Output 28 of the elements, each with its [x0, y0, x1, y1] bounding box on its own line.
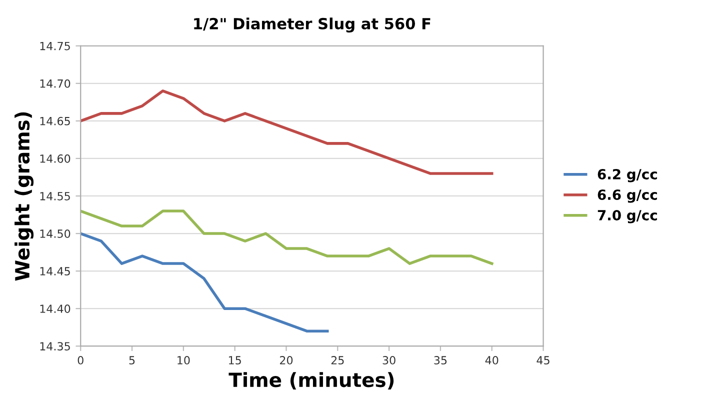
x-tick-label: 20: [280, 356, 293, 364]
y-tick-label: 14.65: [40, 116, 70, 126]
x-tick-label: 5: [129, 356, 135, 364]
x-tick-label: 30: [382, 356, 396, 364]
legend-label: 6.6 g/cc: [598, 189, 657, 203]
line-series: [80, 90, 494, 175]
x-axis-title: Time (minutes): [228, 372, 394, 390]
y-tick-label: 14.75: [40, 42, 70, 50]
x-tick-label: 25: [331, 356, 344, 364]
x-tick-label: 10: [178, 356, 190, 364]
y-tick-label: 14.70: [40, 79, 70, 88]
x-tick-label: 45: [536, 356, 550, 364]
x-tick-label: 35: [434, 356, 447, 364]
y-tick-label: 14.35: [40, 342, 70, 350]
y-tick-label: 14.60: [40, 154, 70, 163]
y-tick-label: 14.50: [40, 229, 70, 238]
legend-label: 7.0 g/cc: [598, 210, 657, 224]
line-series: [80, 232, 329, 332]
y-tick-label: 14.40: [40, 304, 70, 313]
x-tick-label: 0: [78, 356, 84, 364]
chart-title: 1/2" Diameter Slug at 560 F: [194, 18, 430, 32]
y-axis-title: Weight (grams): [14, 112, 34, 281]
x-tick-label: 40: [485, 356, 498, 364]
y-tick-label: 14.45: [40, 267, 70, 276]
legend-label: 6.2 g/cc: [598, 168, 657, 182]
y-tick-label: 14.55: [40, 192, 70, 200]
line-series: [80, 210, 494, 265]
x-tick-label: 15: [228, 356, 241, 364]
